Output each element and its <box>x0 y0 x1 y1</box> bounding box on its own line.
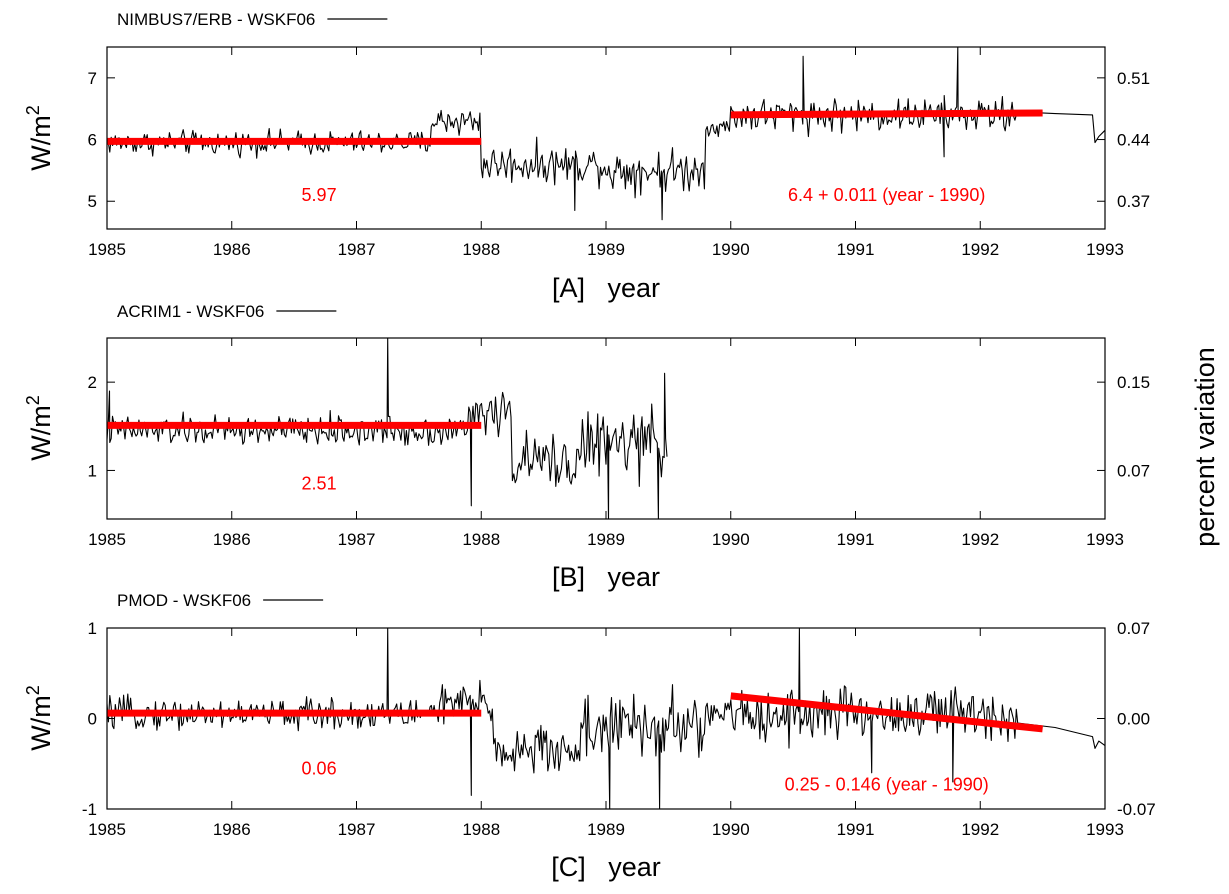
y-axis-title-exponent: 2 <box>23 685 43 695</box>
fit-annotation: 2.51 <box>302 474 337 494</box>
x-tick-label: 1986 <box>213 530 251 549</box>
panel-b: 1985 1986 1987 1988 1989 1990 1991 1992 1993 1 2 0.… <box>23 302 1150 592</box>
x-tick-label: 1991 <box>837 240 875 259</box>
x-axis-title: [C] year <box>551 852 661 882</box>
y-tick-label: 1 <box>88 461 97 480</box>
x-tick-label: 1992 <box>961 530 999 549</box>
plot-frame <box>106 627 1106 810</box>
y-axis-title-base: W/m <box>26 695 56 750</box>
y2-tick-label: 0.44 <box>1117 131 1150 150</box>
x-tick-label: 1991 <box>837 530 875 549</box>
y-axis-title-exponent: 2 <box>23 395 43 405</box>
fit-line <box>730 109 1043 119</box>
y2-tick-label: 0.37 <box>1117 192 1150 211</box>
x-tick-label: 1992 <box>961 240 999 259</box>
fit-line <box>730 692 1043 733</box>
y2-tick-label: -0.07 <box>1117 800 1156 819</box>
x-tick-label: 1993 <box>1086 820 1124 839</box>
x-tick-label: 1989 <box>587 820 625 839</box>
y2-tick-label: 0.00 <box>1117 710 1150 729</box>
x-tick-label: 1987 <box>338 530 376 549</box>
y-axis-title-base: W/m <box>26 115 56 170</box>
fit-annotation: 6.4 + 0.011 (year - 1990) <box>788 185 985 205</box>
legend-label: PMOD - WSKF06 <box>117 591 251 610</box>
y-axis-title: W/m2 <box>23 685 56 751</box>
x-tick-label: 1991 <box>837 820 875 839</box>
y2-tick-label: 0.07 <box>1117 461 1150 480</box>
legend-label: ACRIM1 - WSKF06 <box>117 302 264 321</box>
y-axis-title: W/m2 <box>23 105 56 171</box>
x-axis-title: [B] year <box>552 562 660 592</box>
y2-tick-label: 0.51 <box>1117 69 1150 88</box>
x-tick-label: 1990 <box>712 530 750 549</box>
right-axis-title: percent variation <box>1190 347 1220 547</box>
y2-tick-label: 0.15 <box>1117 373 1150 392</box>
y-axis-title-base: W/m <box>26 405 56 460</box>
x-tick-label: 1987 <box>338 240 376 259</box>
x-tick-label: 1990 <box>712 240 750 259</box>
y-axis-title: W/m2 <box>23 395 56 461</box>
x-tick-label: 1989 <box>587 530 625 549</box>
y-tick-label: 6 <box>88 131 97 150</box>
x-tick-label: 1988 <box>462 240 500 259</box>
fit-annotation: 0.06 <box>302 758 337 778</box>
y-tick-label: 1 <box>88 619 97 638</box>
x-tick-label: 1988 <box>462 530 500 549</box>
x-tick-label: 1985 <box>88 530 126 549</box>
y-tick-label: -1 <box>82 800 97 819</box>
y-axis-title-exponent: 2 <box>23 105 43 115</box>
legend-label: NIMBUS7/ERB - WSKF06 <box>117 10 315 29</box>
x-tick-label: 1989 <box>587 240 625 259</box>
x-axis-title: [A] year <box>552 273 660 303</box>
y-tick-label: 7 <box>88 69 97 88</box>
y-tick-label: 2 <box>88 373 97 392</box>
x-tick-label: 1986 <box>213 820 251 839</box>
panel-a: 1985 1986 1987 1988 1989 1990 1991 1992 1993 5 6 7 0… <box>23 10 1150 303</box>
x-tick-label: 1986 <box>213 240 251 259</box>
fit-annotation: 0.25 - 0.146 (year - 1990) <box>785 775 989 795</box>
x-tick-label: 1993 <box>1086 240 1124 259</box>
x-tick-label: 1987 <box>338 820 376 839</box>
x-tick-label: 1990 <box>712 820 750 839</box>
y-tick-label: 5 <box>88 192 97 211</box>
x-tick-label: 1992 <box>961 820 999 839</box>
x-tick-label: 1993 <box>1086 530 1124 549</box>
y-tick-label: 0 <box>88 710 97 729</box>
fit-annotation: 5.97 <box>302 185 337 205</box>
plot-frame <box>106 337 1106 520</box>
plot-frame <box>106 46 1106 230</box>
x-tick-label: 1985 <box>88 820 126 839</box>
y2-tick-label: 0.07 <box>1117 619 1150 638</box>
panel-c: 1985 1986 1987 1988 1989 1990 1991 1992 1993 -1 0 1… <box>23 591 1156 882</box>
x-tick-label: 1985 <box>88 240 126 259</box>
x-tick-label: 1988 <box>462 820 500 839</box>
